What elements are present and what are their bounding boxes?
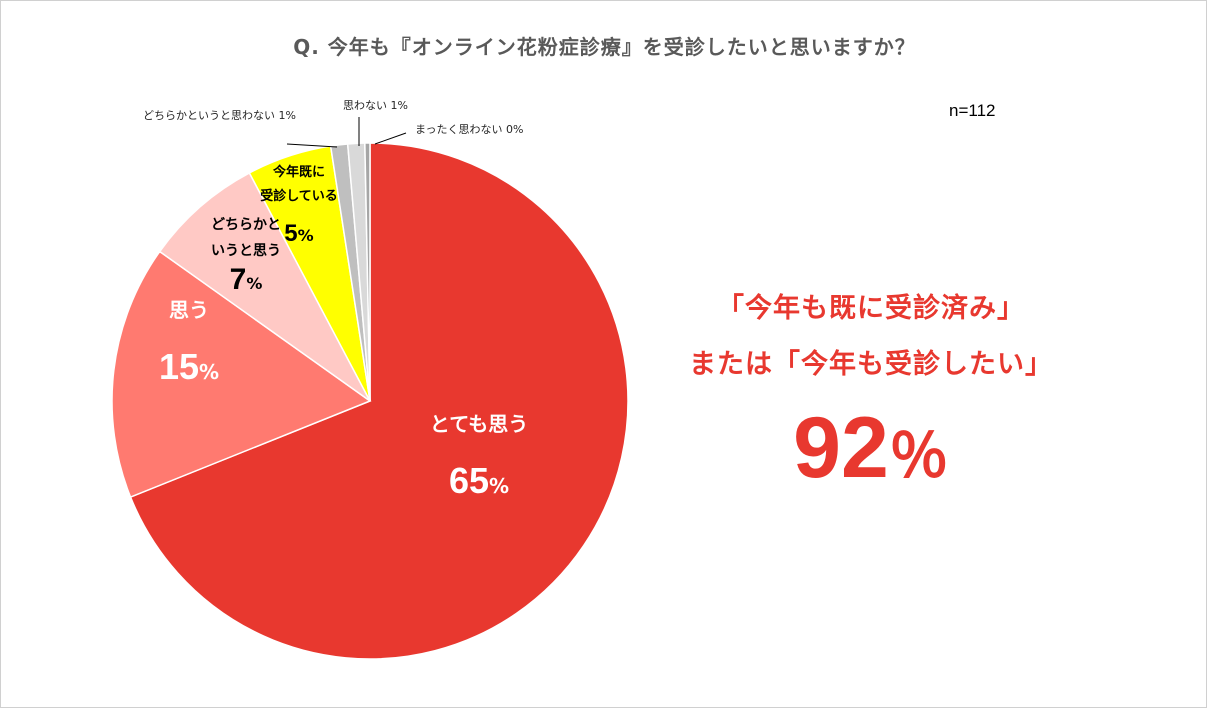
chart-title: Q. 今年も『オンライン花粉症診療』を受診したいと思いますか？ (293, 35, 916, 59)
slice-label-4-line-1: 今年既に (272, 164, 325, 180)
summary-unit: ％ (888, 423, 949, 490)
slice-label-2-line-1: 思う (169, 298, 209, 322)
slice-value-2: 15% (159, 346, 219, 387)
slice-label-3-line-2: いうと思う (211, 243, 281, 259)
summary-line-1: 「今年も既に受診済み」 (717, 293, 1025, 324)
slice-value-1: 65% (449, 460, 509, 501)
callout-label-1: どちらかというと思わない 1% (143, 109, 296, 122)
callout-line-1 (286, 143, 338, 148)
sample-size-label: n=112 (949, 101, 996, 120)
callout-label-2: 思わない 1% (343, 99, 408, 112)
pie-slice-1 (129, 142, 629, 660)
slice-label-4-line-2: 受診している (260, 188, 338, 204)
summary-value: 92％ (661, 403, 1081, 517)
pie-slice-2 (111, 250, 372, 499)
callout-label-3: まったく思わない 0% (415, 123, 524, 136)
pie-slice-7 (364, 142, 371, 402)
slice-label-1-line-1: とても思う (430, 412, 528, 436)
callout-line-3 (374, 132, 407, 145)
slice-label-3-line-1: どちらかと (211, 217, 281, 233)
summary-callout: 「今年も既に受診済み」 または「今年も受診したい」 92％ (661, 281, 1081, 517)
summary-line-2: または「今年も受診したい」 (689, 349, 1053, 380)
pie-slices (111, 142, 629, 660)
slice-value-4: 5% (284, 220, 313, 247)
pie-callouts: どちらかというと思わない 1% 思わない 1% まったく思わない 0% (143, 99, 524, 148)
pie-slice-3 (158, 171, 371, 402)
summary-number: 92 (793, 400, 889, 496)
slice-value-3: 7% (230, 263, 263, 296)
